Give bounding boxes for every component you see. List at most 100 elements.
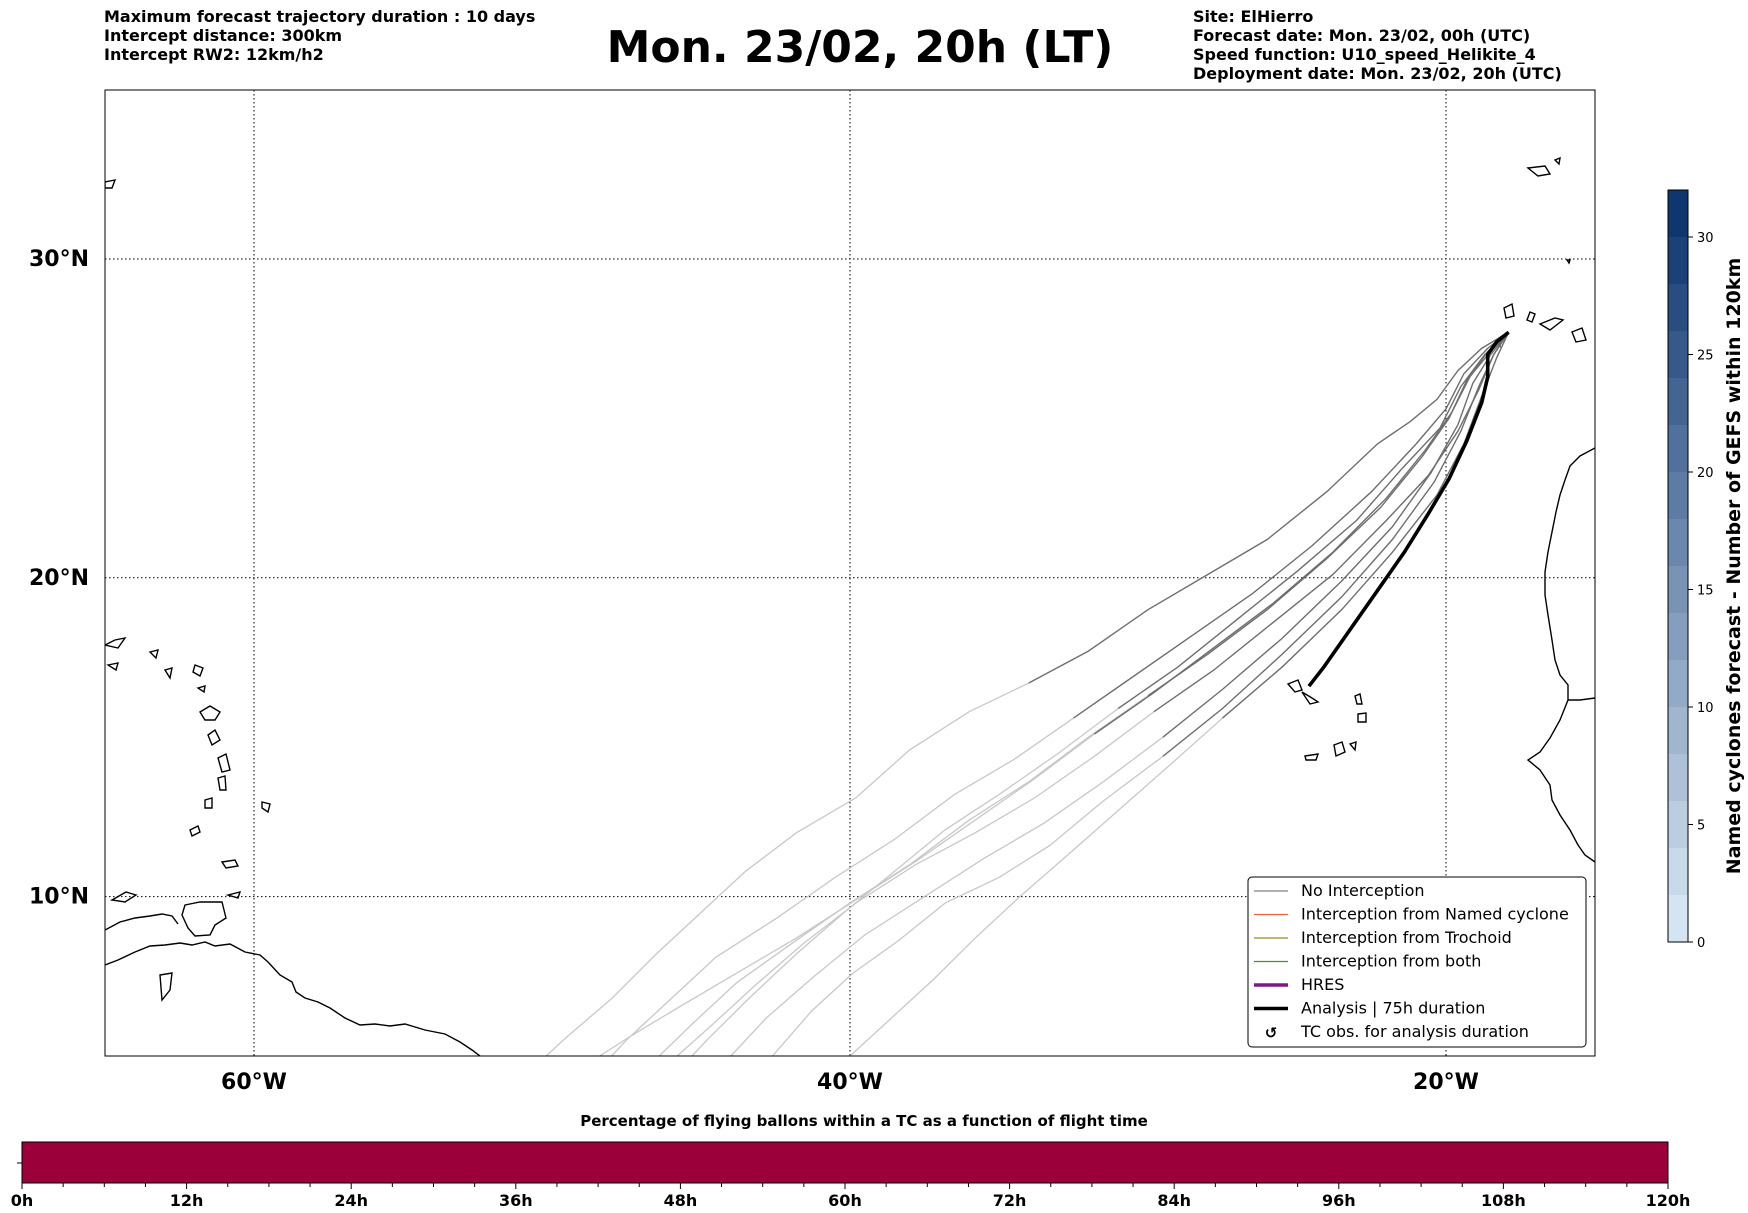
colorbar-tick-label: 20 [1697, 466, 1714, 481]
trajectory-early-0 [1028, 331, 1509, 684]
trajectory-late-0 [545, 682, 1030, 1056]
island-r [220, 859, 240, 869]
cape-verde-1 [1286, 679, 1303, 693]
legend-label: Interception from Trochoid [1301, 928, 1512, 947]
time-tick-label: 84h [1157, 1191, 1191, 1210]
colorbar-cell [1668, 613, 1688, 660]
colorbar-label: Named cyclones forecast - Number of GEFS… [1723, 258, 1745, 875]
colorbar-cell [1668, 801, 1688, 848]
island-q [105, 179, 117, 189]
colorbar-cell [1668, 895, 1688, 942]
time-tick-label: 12h [170, 1191, 204, 1210]
time-tick-label: 24h [334, 1191, 368, 1210]
time-bar: Percentage of flying ballons within a TC… [11, 1112, 1691, 1210]
island-g [225, 891, 242, 899]
colorbar-tick-label: 5 [1697, 819, 1705, 834]
colorbar-cell [1668, 566, 1688, 613]
forecast-date-text: Forecast date: Mon. 23/02, 00h (UTC) [1193, 26, 1531, 45]
venezuela-coast [105, 913, 179, 931]
colorbar-tick-label: 10 [1697, 701, 1714, 716]
colorbar-cell [1668, 519, 1688, 566]
madeira [1526, 165, 1552, 177]
cape-verde-4 [1357, 712, 1367, 723]
island-l [163, 667, 173, 680]
trinidad-coast [181, 901, 227, 937]
island-i [105, 636, 127, 649]
analysis-track [1307, 330, 1510, 688]
african-coast-bump [1568, 697, 1595, 701]
cape-verde-2 [1301, 691, 1320, 705]
trajectory-early-3 [1117, 331, 1510, 710]
lon-label: 60°W [221, 1070, 287, 1095]
lat-label: 20°N [29, 566, 89, 591]
time-tick-label: 72h [993, 1191, 1027, 1210]
cape-verde-6 [1333, 741, 1346, 758]
time-tick-label: 0h [11, 1191, 34, 1210]
colorbar-cell [1668, 237, 1688, 284]
deployment-date-text: Deployment date: Mon. 23/02, 20h (UTC) [1193, 64, 1562, 83]
colorbar-cell [1668, 707, 1688, 754]
canary-2 [1526, 311, 1536, 323]
trajectory-late-6 [849, 717, 1223, 1056]
coastlines [105, 156, 1595, 1056]
colorbar: 0 5 10 15 20 25 30 Named cyclones forecast - N… [1667, 189, 1745, 951]
max-duration-text: Maximum forecast trajectory duration : 1… [104, 7, 536, 26]
legend-label: No Interception [1301, 881, 1425, 900]
trajectory-early-8 [1093, 331, 1510, 735]
island-s [1565, 259, 1571, 265]
madeira-small [1553, 156, 1561, 166]
site-text: Site: ElHierro [1193, 7, 1314, 26]
trajectory-early-1 [1073, 331, 1510, 719]
cape-verde-5 [1304, 753, 1320, 761]
canary-1 [1503, 302, 1515, 319]
lat-label: 30°N [29, 247, 89, 272]
time-bar-ticks: 0h 12h 24h 36h 48h 60h 72h 84h 96h 108h 120h [11, 1183, 1691, 1210]
intercept-rw2-text: Intercept RW2: 12km/h2 [104, 45, 324, 64]
legend-label: Interception from both [1301, 952, 1481, 971]
cape-verde-7 [1348, 740, 1357, 752]
legend: No Interception Interception from Named c… [1247, 876, 1587, 1048]
canary-3 [1538, 317, 1565, 331]
island-a [199, 705, 221, 721]
map-frame [104, 89, 1596, 1057]
intercept-distance-text: Intercept distance: 300km [104, 26, 343, 45]
time-tick-label: 120h [1646, 1191, 1691, 1210]
island-n [196, 685, 206, 694]
african-coast [1526, 447, 1595, 863]
colorbar-ticks: 0 5 10 15 20 25 30 [1688, 231, 1714, 951]
island-h [159, 972, 173, 1002]
colorbar-cell [1668, 848, 1688, 895]
colorbar-tick-label: 0 [1697, 936, 1705, 951]
time-tick-label: 36h [499, 1191, 533, 1210]
colorbar-cells [1668, 190, 1688, 942]
time-bar-fill [22, 1142, 1668, 1183]
trajectories-early [1028, 331, 1510, 757]
trajectory-late-5 [772, 755, 1164, 1056]
island-o [189, 825, 201, 837]
legend-label: Interception from Named cyclone [1301, 905, 1569, 924]
island-j [106, 662, 119, 672]
south-america-coast [105, 941, 481, 1056]
time-bar-title: Percentage of flying ballons within a TC… [580, 1112, 1148, 1130]
colorbar-cell [1668, 425, 1688, 472]
colorbar-cell [1668, 331, 1688, 378]
longitude-labels: 60°W 40°W 20°W [221, 1070, 1479, 1095]
colorbar-cell [1668, 190, 1688, 237]
speed-function-text: Speed function: U10_speed_Helikite_4 [1193, 45, 1536, 64]
lon-label: 20°W [1413, 1070, 1479, 1095]
trajectory-late-4 [730, 736, 1164, 1056]
colorbar-tick-label: 25 [1697, 349, 1714, 364]
latitude-labels: 30°N 20°N 10°N [29, 247, 89, 910]
header-left-info: Maximum forecast trajectory duration : 1… [104, 7, 535, 64]
colorbar-cell [1668, 660, 1688, 707]
colorbar-frame [1667, 189, 1689, 943]
cape-verde-3 [1354, 693, 1363, 705]
trajectory-early-4 [1162, 331, 1510, 738]
colorbar-cell [1668, 472, 1688, 519]
legend-label: HRES [1301, 975, 1344, 994]
trajectories-late [545, 682, 1223, 1056]
island-e [204, 797, 213, 809]
time-tick-label: 48h [664, 1191, 698, 1210]
colorbar-cell [1668, 754, 1688, 801]
trajectory-late-8 [599, 733, 1095, 1056]
